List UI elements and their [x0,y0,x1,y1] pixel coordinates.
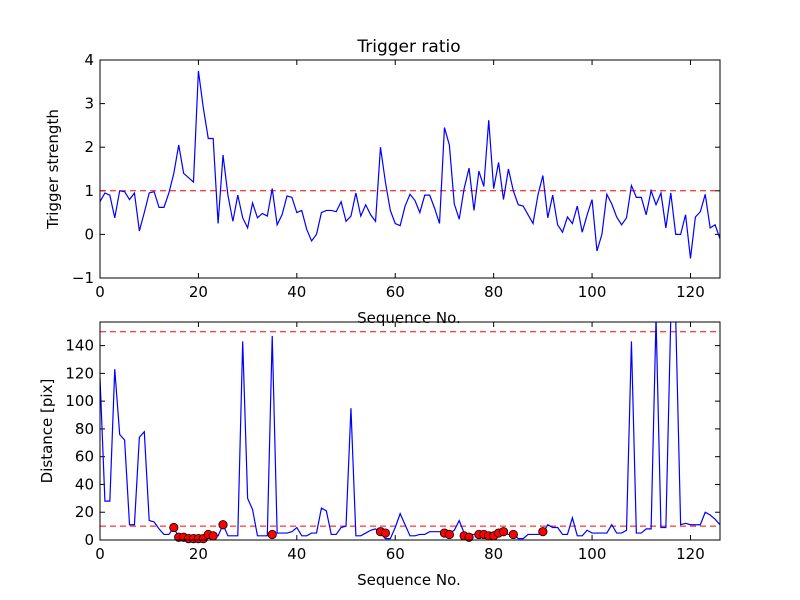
bottom-plot-frame [99,321,721,541]
top-ytick-label: 2 [84,138,94,156]
bot-marker-point [508,529,518,540]
bot-marker-point [169,522,179,533]
bot-marker-point [464,532,474,542]
distance-chart: 0 20 40 60 80 100 120 0 20 40 60 80 100 120 140 Sequen… [38,321,721,589]
bot-ytick-label: 0 [84,531,94,549]
bottom-x-axis-label: Sequence No. [357,571,461,589]
bot-marker-point [218,520,228,530]
top-ytick-label: −1 [72,269,94,287]
bot-marker-point [208,531,218,541]
bottom-axes-ticks: 0 20 40 60 80 100 120 0 20 40 60 80 100 120 140 [65,322,720,563]
bot-xtick-label: 40 [287,545,306,563]
top-xtick-label: 100 [578,283,607,301]
bot-marker-point [538,527,548,537]
bottom-markers [169,520,548,544]
bot-ytick-label: 120 [65,364,94,382]
bot-xtick-label: 80 [484,545,503,563]
bot-marker-point [444,529,454,540]
bot-xtick-label: 0 [95,545,105,563]
top-xtick-label: 120 [676,283,705,301]
bottom-y-axis-label: Distance [pix] [38,379,56,484]
top-xtick-label: 0 [95,283,105,301]
top-plot-frame [99,59,721,279]
bot-marker-point [380,528,390,538]
top-ytick-label: 3 [84,95,94,113]
top-series-line [100,70,720,259]
top-xtick-label: 20 [189,283,208,301]
top-series [100,70,720,259]
bot-ytick-label: 20 [75,503,94,521]
bot-marker-point [267,529,277,540]
top-xtick-label: 60 [386,283,405,301]
top-xtick-label: 40 [287,283,306,301]
bot-xtick-label: 100 [578,545,607,563]
bot-ytick-label: 140 [65,337,94,355]
bot-ytick-label: 100 [65,392,94,410]
bottom-threshold-lines [100,331,720,527]
top-ytick-label: 0 [84,225,94,243]
top-xtick-label: 80 [484,283,503,301]
top-ytick-label: 1 [84,182,94,200]
bot-ytick-label: 40 [75,475,94,493]
bot-xtick-label: 120 [676,545,705,563]
top-x-axis-label: Sequence No. [357,309,461,327]
bot-ytick-label: 60 [75,448,94,466]
top-y-axis-label: Trigger strength [44,109,62,230]
bot-xtick-label: 60 [386,545,405,563]
bot-marker-point [498,527,509,537]
chart-title: Trigger ratio [356,37,460,57]
bot-ytick-label: 80 [75,420,94,438]
top-ytick-label: 4 [84,51,94,69]
bot-xtick-label: 20 [189,545,208,563]
